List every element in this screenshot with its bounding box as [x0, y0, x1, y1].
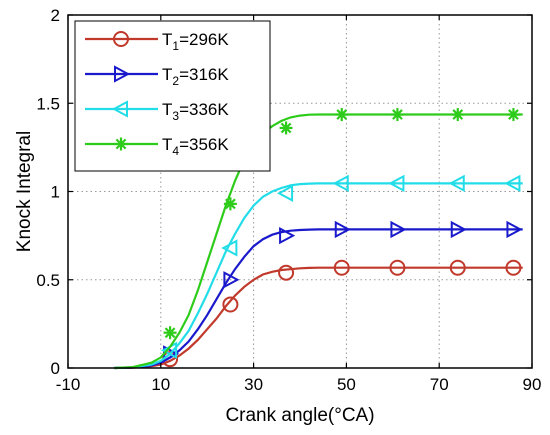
y-axis-label: Knock Integral — [14, 131, 35, 252]
legend-marker — [111, 100, 128, 118]
data-point — [506, 220, 523, 239]
y-tick-label: 2 — [51, 6, 60, 25]
data-point — [388, 174, 405, 193]
data-point — [222, 296, 239, 313]
data-point — [276, 184, 294, 202]
x-tick-label: 70 — [430, 375, 449, 394]
x-tick-label: 50 — [337, 375, 356, 394]
data-point — [279, 226, 296, 245]
legend-marker — [114, 137, 128, 151]
axis-ticks: -10 10 30 50 70 90 0 0.5 1 1.5 2 — [36, 6, 541, 394]
data-point — [333, 259, 350, 276]
legend-marker — [113, 31, 129, 47]
y-tick-label: 0 — [51, 359, 60, 378]
x-axis-label: Crank angle(°CA) — [225, 405, 374, 426]
data-point — [451, 108, 465, 122]
series-line — [114, 266, 523, 370]
series-line — [114, 182, 523, 370]
data-point — [449, 259, 466, 276]
data-point — [163, 326, 177, 340]
legend-marker — [114, 65, 131, 83]
data-point — [278, 264, 295, 281]
legend-label: T4=356K — [162, 135, 229, 158]
y-tick-label: 0.5 — [36, 271, 60, 290]
data-point — [334, 220, 351, 239]
legend-item: T3=336K — [85, 100, 229, 123]
data-point — [450, 220, 467, 239]
data-point — [223, 271, 240, 289]
legend-item: T2=316K — [85, 65, 229, 88]
data-point — [506, 108, 520, 122]
legend-label: T1=296K — [162, 30, 229, 53]
data-point — [504, 174, 521, 193]
data-point — [505, 259, 522, 276]
data-point — [279, 121, 293, 135]
legend-label: T2=316K — [162, 65, 229, 88]
legend-item: T4=356K — [85, 135, 229, 158]
data-point — [390, 220, 407, 239]
y-tick-label: 1 — [51, 183, 60, 202]
x-tick-label: 90 — [523, 375, 542, 394]
data-point — [389, 259, 406, 276]
x-tick-label: 30 — [244, 375, 263, 394]
data-point — [223, 197, 237, 211]
y-tick-label: 1.5 — [36, 94, 60, 113]
legend-item: T1=296K — [85, 30, 229, 53]
series-1 — [114, 259, 523, 370]
data-point — [335, 108, 349, 122]
legend-label: T3=336K — [162, 100, 229, 123]
x-tick-label: 10 — [151, 375, 170, 394]
data-point — [221, 239, 238, 257]
data-point — [448, 174, 465, 193]
data-point — [332, 174, 349, 193]
data-point — [390, 108, 404, 122]
legend: T1=296K T2=316K T3=336K T4=356K — [74, 20, 271, 172]
legend-box — [74, 20, 271, 172]
x-tick-label: -10 — [56, 375, 81, 394]
